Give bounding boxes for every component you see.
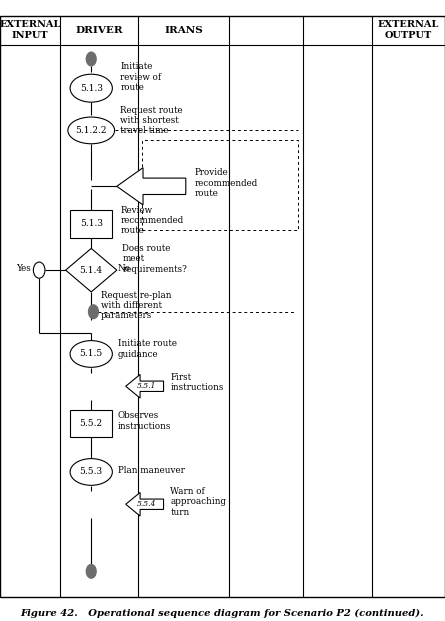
Text: 5.5.3: 5.5.3 [80, 468, 103, 476]
Bar [142, 140, 298, 230]
Text: No: No [118, 265, 131, 273]
Text: Review
recommended
route: Review recommended route [120, 206, 183, 235]
Polygon shape [117, 168, 186, 205]
Ellipse shape [70, 75, 112, 102]
Text: IRANS: IRANS [164, 25, 203, 35]
Text: Plan maneuver: Plan maneuver [118, 466, 185, 475]
Text: Does route
meet
requirements?: Does route meet requirements? [122, 244, 187, 274]
Text: EXTERNAL
INPUT: EXTERNAL INPUT [0, 20, 61, 40]
Text: 5.1.5: 5.1.5 [80, 350, 103, 358]
Bar [70, 410, 112, 437]
Circle shape [86, 52, 96, 66]
Circle shape [86, 564, 96, 578]
Text: Provide
recommended
route: Provide recommended route [195, 168, 258, 198]
Text: EXTERNAL
OUTPUT: EXTERNAL OUTPUT [377, 20, 439, 40]
Text: Initiate route
guidance: Initiate route guidance [118, 339, 177, 359]
Ellipse shape [70, 458, 112, 486]
Text: DRIVER: DRIVER [75, 25, 123, 35]
Text: 5.1.3: 5.1.3 [80, 219, 103, 228]
Text: 5.5.4: 5.5.4 [137, 501, 157, 508]
Text: Request route
with shortest
travel time: Request route with shortest travel time [120, 106, 183, 135]
Circle shape [33, 262, 45, 278]
Text: Request re-plan
with different
parameters: Request re-plan with different parameter… [101, 291, 171, 320]
Text: 5.5.1: 5.5.1 [137, 383, 157, 390]
Text: Warn of
approaching
turn: Warn of approaching turn [170, 487, 226, 517]
Text: 5.1.2.2: 5.1.2.2 [76, 126, 107, 135]
Text: 5.5.2: 5.5.2 [80, 419, 103, 428]
Bar [70, 209, 112, 237]
Text: Yes: Yes [16, 265, 30, 273]
Text: 5.1.4: 5.1.4 [80, 266, 103, 274]
Text: Initiate
review of
route: Initiate review of route [120, 62, 161, 92]
Polygon shape [66, 248, 117, 292]
Ellipse shape [68, 117, 115, 143]
Text: Figure 42.   Operational sequence diagram for Scenario P2 (continued).: Figure 42. Operational sequence diagram … [20, 609, 425, 618]
Text: First
instructions: First instructions [170, 373, 223, 392]
Polygon shape [126, 374, 164, 398]
Circle shape [89, 305, 98, 319]
Polygon shape [126, 492, 164, 516]
Ellipse shape [70, 340, 112, 368]
Text: Observes
instructions: Observes instructions [118, 411, 171, 431]
Text: 5.1.3: 5.1.3 [80, 84, 103, 93]
